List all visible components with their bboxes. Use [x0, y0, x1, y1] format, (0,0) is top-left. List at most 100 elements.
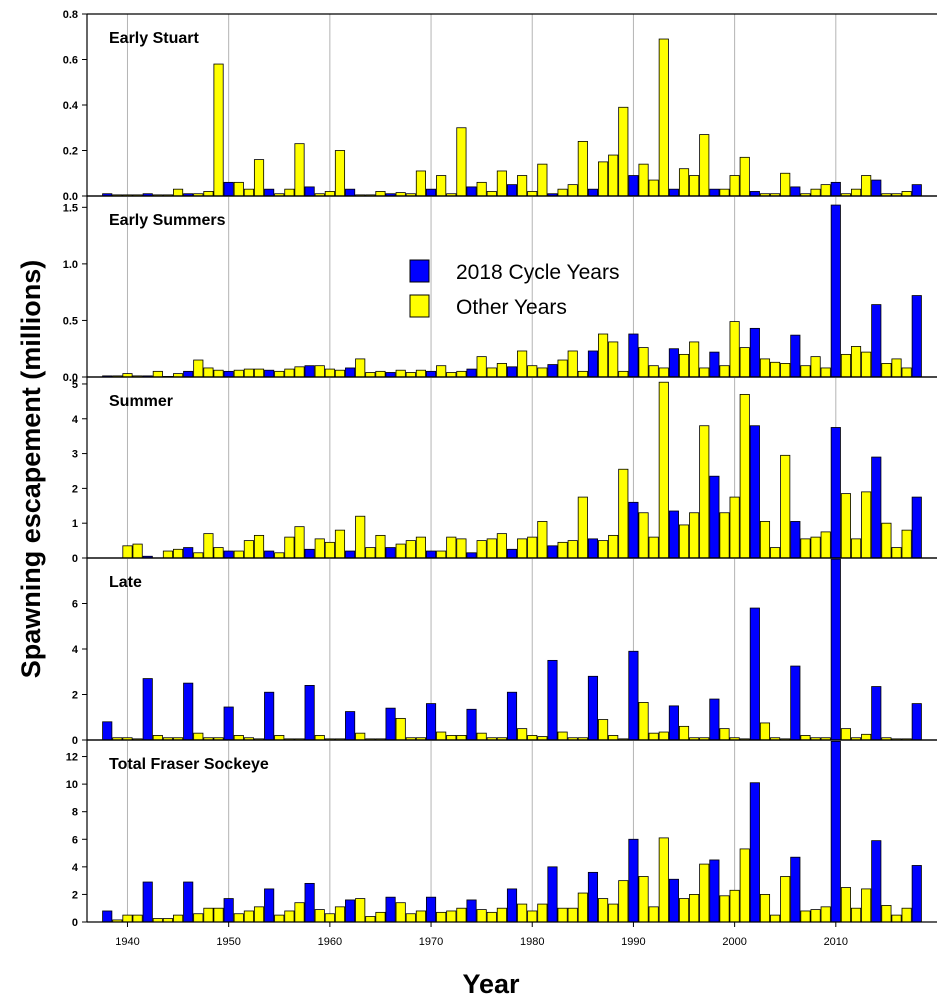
- bar-other-1952: [243, 910, 254, 923]
- bar-other-1959: [314, 909, 325, 923]
- y-tick-label: 0: [72, 917, 78, 929]
- bar-cycle-1990: [628, 650, 639, 741]
- bar-other-1961: [334, 150, 346, 197]
- bar-other-1989: [618, 106, 629, 197]
- bar-other-1961: [334, 906, 346, 923]
- bar-other-1956: [284, 910, 295, 923]
- bar-other-2004: [770, 547, 781, 559]
- bar-other-1999: [719, 188, 730, 197]
- bar-cycle-1954: [264, 550, 275, 559]
- bar-other-2004: [770, 361, 781, 378]
- bar-other-1959: [314, 365, 325, 378]
- bar-other-1983: [557, 359, 568, 378]
- bar-cycle-2010: [830, 427, 841, 559]
- x-tick-label: 2010: [824, 936, 848, 948]
- bar-other-1984: [567, 350, 578, 378]
- bar-other-1995: [678, 725, 690, 741]
- bar-other-1955: [274, 735, 285, 741]
- bar-other-1995: [678, 353, 690, 378]
- bar-other-2008: [810, 356, 821, 378]
- bar-other-1969: [415, 170, 426, 197]
- bar-other-2005: [780, 363, 791, 378]
- panel-5: 0 2 4 6 8 10 12 Total Fraser Sockeye: [66, 739, 937, 929]
- bar-cycle-1998: [709, 698, 720, 741]
- bar-other-1991: [638, 876, 649, 923]
- bar-cycle-1994: [668, 705, 679, 741]
- bar-other-1991: [638, 347, 649, 378]
- bar-cycle-1958: [304, 548, 315, 559]
- bar-other-1973: [456, 735, 467, 741]
- legend: 2018 Cycle Years Other Years: [409, 259, 619, 319]
- bar-other-1968: [405, 540, 416, 559]
- bar-cycle-1946: [183, 682, 194, 741]
- bar-cycle-1974: [466, 552, 477, 559]
- y-tick-label: 0: [72, 735, 78, 747]
- chart-panels: 0.0 0.2 0.4 0.6 0.8 Early Stuart 0.0 0.5 1.0 1.5 E…: [63, 9, 937, 948]
- bar-other-1964: [365, 916, 376, 923]
- bar-cycle-1938: [102, 721, 113, 741]
- bar-other-1987: [598, 161, 609, 197]
- bar-cycle-1962: [345, 367, 356, 378]
- bar-other-1945: [173, 914, 184, 923]
- bar-other-1996: [689, 175, 700, 197]
- bar-other-2016: [891, 547, 902, 559]
- bar-cycle-2006: [790, 334, 801, 378]
- bar-cycle-1950: [223, 181, 234, 197]
- bar-other-1965: [375, 191, 386, 197]
- bar-other-1980: [527, 191, 538, 197]
- bar-cycle-1986: [587, 350, 599, 378]
- bar-cycle-2014: [871, 179, 882, 197]
- bar-other-1992: [648, 906, 659, 923]
- bar-other-1971: [436, 731, 447, 741]
- y-tick-label: 5: [72, 379, 78, 391]
- bar-other-2005: [780, 172, 791, 197]
- bar-other-2001: [739, 393, 750, 559]
- bar-other-1993: [658, 837, 669, 923]
- bar-cycle-1954: [264, 691, 275, 741]
- bar-other-2001: [739, 347, 750, 378]
- bar-cycle-1946: [183, 881, 194, 923]
- bar-other-2012: [850, 346, 862, 378]
- bar-cycle-2018: [911, 295, 922, 378]
- bar-other-1965: [375, 534, 386, 559]
- bar-cycle-2010: [830, 204, 841, 378]
- bar-other-1948: [203, 907, 214, 923]
- bar-other-1971: [436, 911, 447, 923]
- bar-other-1980: [527, 536, 538, 559]
- bar-other-1979: [517, 903, 528, 923]
- bar-cycle-1998: [709, 475, 720, 559]
- bar-other-1984: [567, 540, 578, 559]
- bar-other-2011: [840, 887, 851, 923]
- bar-other-1992: [648, 179, 659, 197]
- bar-other-1957: [294, 143, 305, 197]
- bar-other-1991: [638, 512, 649, 559]
- bar-other-1995: [678, 898, 690, 923]
- bar-other-1951: [233, 369, 244, 378]
- bar-other-1963: [355, 898, 366, 923]
- bar-other-1999: [719, 365, 730, 378]
- bar-cycle-2002: [749, 191, 760, 197]
- bar-other-2008: [810, 188, 821, 197]
- bar-other-1953: [253, 906, 265, 923]
- bar-other-1995: [678, 524, 690, 559]
- y-tick-label: 0: [72, 553, 78, 565]
- bar-other-1971: [436, 550, 447, 559]
- y-tick-label: 2: [72, 889, 78, 901]
- y-tick-label: 3: [72, 449, 78, 461]
- bar-other-1956: [284, 188, 295, 197]
- bar-cycle-1938: [102, 910, 113, 923]
- y-tick-label: 6: [72, 834, 78, 846]
- bar-other-1968: [405, 372, 416, 378]
- bar-cycle-2006: [790, 521, 801, 559]
- bar-other-1981: [537, 903, 548, 923]
- bar-cycle-1970: [425, 703, 437, 741]
- bar-other-2017: [901, 529, 912, 559]
- bar-other-1947: [193, 552, 204, 559]
- bar-other-1973: [456, 370, 467, 378]
- bar-other-1976: [486, 538, 497, 559]
- bar-cycle-1982: [547, 545, 558, 559]
- bar-other-2013: [861, 733, 872, 741]
- bar-other-1991: [638, 702, 649, 741]
- bar-other-1977: [496, 363, 507, 378]
- panel-3: 0 1 2 3 4 5 Summer: [72, 376, 937, 565]
